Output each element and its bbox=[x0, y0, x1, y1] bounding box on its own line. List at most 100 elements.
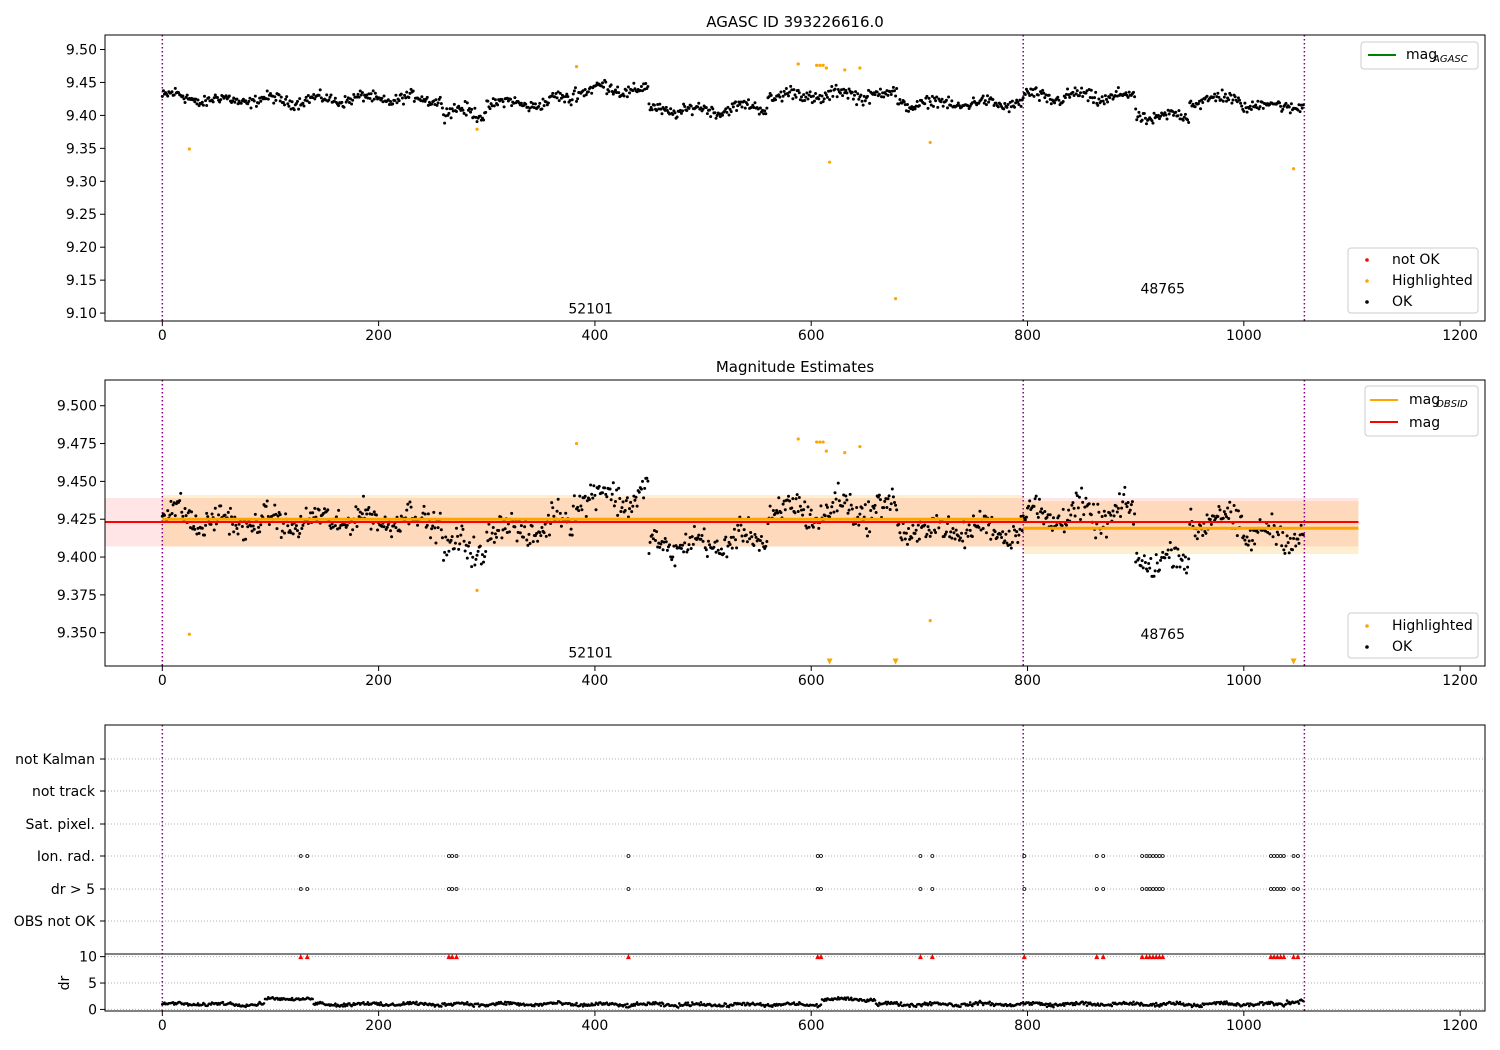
ok-point bbox=[349, 532, 353, 536]
ok-point bbox=[742, 99, 746, 103]
ok-point bbox=[787, 94, 791, 98]
ok-point bbox=[1001, 530, 1005, 534]
dr-clipped-marker bbox=[1160, 954, 1166, 960]
dr-point bbox=[504, 1003, 508, 1006]
ok-point bbox=[224, 94, 228, 98]
ok-point bbox=[1108, 96, 1112, 100]
ok-point bbox=[311, 511, 315, 515]
dr-clipped-marker bbox=[1153, 954, 1159, 960]
ok-point bbox=[1240, 104, 1244, 108]
ok-point bbox=[337, 104, 341, 108]
ok-point bbox=[673, 564, 677, 568]
ok-point bbox=[192, 97, 196, 101]
ok-point bbox=[318, 88, 322, 92]
ok-point bbox=[471, 555, 475, 559]
dr-point bbox=[722, 1004, 725, 1008]
ok-point bbox=[557, 99, 561, 103]
ok-point bbox=[551, 506, 555, 510]
dr-point bbox=[1048, 1002, 1052, 1005]
ok-point bbox=[173, 86, 177, 90]
dr-point bbox=[980, 1001, 984, 1005]
legend-lower-box bbox=[1347, 612, 1479, 659]
ok-point bbox=[1165, 552, 1169, 556]
ok-point bbox=[801, 513, 805, 517]
ok-point bbox=[1075, 494, 1079, 498]
ok-point bbox=[1046, 513, 1050, 517]
ok-point bbox=[857, 523, 861, 527]
ok-point bbox=[340, 100, 344, 104]
ok-point bbox=[412, 99, 416, 103]
ok-point bbox=[513, 96, 517, 100]
ok-point bbox=[1223, 512, 1227, 516]
ok-point bbox=[1049, 102, 1053, 106]
ok-point bbox=[825, 505, 829, 509]
ok-point bbox=[1275, 530, 1279, 534]
ok-point bbox=[1167, 112, 1171, 116]
ok-point bbox=[1243, 101, 1247, 105]
ok-point bbox=[886, 93, 890, 97]
ok-point bbox=[1061, 507, 1065, 511]
ok-point bbox=[738, 102, 742, 106]
ok-point bbox=[166, 509, 170, 513]
ok-point bbox=[1212, 95, 1216, 99]
ok-point bbox=[603, 486, 607, 490]
ok-point bbox=[462, 111, 466, 115]
ok-point bbox=[983, 514, 987, 518]
ok-point bbox=[1074, 491, 1078, 495]
x-tick-label: 200 bbox=[365, 328, 392, 344]
legend-highlighted-label: Highlighted bbox=[1392, 618, 1473, 634]
ok-point bbox=[1250, 539, 1254, 543]
flag-point bbox=[1295, 854, 1300, 858]
legend-mag-label: mag bbox=[1409, 415, 1440, 431]
ok-point bbox=[193, 100, 197, 104]
y-tick-label: 9.30 bbox=[66, 174, 97, 190]
ok-point bbox=[431, 524, 435, 528]
ok-point bbox=[736, 104, 740, 108]
y-tick-label: 9.40 bbox=[66, 108, 97, 124]
ok-point bbox=[392, 524, 396, 528]
dr-point bbox=[836, 995, 840, 999]
ok-point bbox=[257, 525, 261, 529]
ok-point bbox=[705, 554, 709, 558]
dr-point bbox=[345, 1004, 349, 1007]
ok-point bbox=[1091, 101, 1095, 105]
ok-point bbox=[713, 111, 717, 115]
ok-point bbox=[1196, 102, 1200, 106]
ok-point bbox=[244, 537, 248, 541]
flag-point bbox=[1094, 854, 1099, 858]
ok-point bbox=[848, 492, 852, 496]
ok-point bbox=[550, 501, 554, 505]
ok-point bbox=[1249, 548, 1253, 552]
ok-point bbox=[1008, 543, 1012, 547]
ok-point bbox=[956, 534, 960, 538]
ok-point bbox=[1114, 90, 1118, 94]
ok-point bbox=[479, 562, 483, 566]
ok-point bbox=[891, 85, 895, 89]
ok-point bbox=[436, 101, 440, 105]
ok-point bbox=[604, 80, 608, 84]
dr-point bbox=[968, 1001, 972, 1004]
ok-point bbox=[482, 560, 486, 564]
ok-point bbox=[1157, 117, 1161, 121]
ok-point bbox=[927, 96, 931, 100]
ok-point bbox=[678, 543, 682, 547]
ok-point bbox=[1134, 560, 1138, 564]
ok-point bbox=[1142, 111, 1146, 115]
dr-point bbox=[1044, 1002, 1048, 1006]
ok-point bbox=[1023, 93, 1027, 97]
legend-not-ok-marker bbox=[1365, 258, 1369, 262]
flag-point bbox=[1101, 887, 1106, 891]
ok-point bbox=[1281, 107, 1285, 111]
ok-point bbox=[1007, 529, 1011, 533]
dr-point bbox=[920, 1004, 923, 1008]
ok-point bbox=[725, 110, 729, 114]
ok-point bbox=[265, 89, 269, 93]
ok-point bbox=[181, 514, 185, 518]
ok-point bbox=[272, 101, 276, 105]
ok-point bbox=[365, 512, 369, 516]
ok-point bbox=[753, 101, 757, 105]
ok-point bbox=[613, 88, 617, 92]
ok-point bbox=[802, 93, 806, 97]
dr-point bbox=[1158, 1005, 1161, 1008]
ok-point bbox=[939, 100, 943, 104]
